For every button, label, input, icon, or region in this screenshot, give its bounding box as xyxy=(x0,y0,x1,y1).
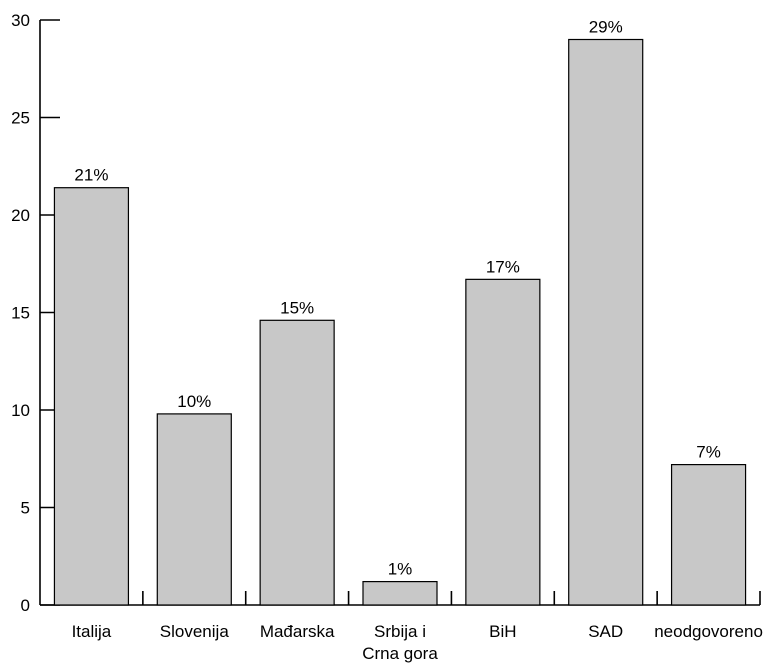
bar-3 xyxy=(362,580,438,606)
data-label: 10% xyxy=(177,392,211,411)
bar-4 xyxy=(465,278,541,606)
x-tick-label: BiH xyxy=(489,622,516,641)
x-tick-label-line: Italija xyxy=(72,622,112,641)
data-label: 21% xyxy=(74,166,108,185)
x-axis: Italija Slovenija Mađarska Srbija i Crna gor… xyxy=(40,591,763,663)
data-label: 29% xyxy=(589,18,623,37)
y-tick-label: 20 xyxy=(11,206,30,225)
y-tick-label: 30 xyxy=(11,11,30,30)
y-axis: 0 5 10 15 20 25 30 xyxy=(11,11,60,615)
x-tick-label: Italija xyxy=(72,622,112,641)
y-tick-label: 0 xyxy=(21,596,30,615)
x-tick-label: SAD xyxy=(588,622,623,641)
x-tick-label: Srbija i Crna gora xyxy=(362,622,438,663)
bar-6 xyxy=(670,464,747,606)
data-label: 15% xyxy=(280,298,314,317)
bar-2 xyxy=(259,319,335,606)
data-label: 17% xyxy=(486,257,520,276)
x-tick-label-line: Slovenija xyxy=(160,622,230,641)
y-tick-label: 10 xyxy=(11,401,30,420)
x-tick-label-line: Crna gora xyxy=(362,644,438,663)
x-tick-label: Mađarska xyxy=(260,622,335,641)
x-tick-label: Slovenija xyxy=(160,622,230,641)
data-labels: 21% 10% 15% 1% 17% 29% 7% xyxy=(74,18,720,579)
data-label: 1% xyxy=(388,560,413,579)
y-tick-label: 15 xyxy=(11,304,30,323)
x-tick-label-line: SAD xyxy=(588,622,623,641)
x-tick-label-line: Srbija i xyxy=(374,622,426,641)
bar-5 xyxy=(568,38,644,606)
y-tick-label: 5 xyxy=(21,499,30,518)
bar-0 xyxy=(53,187,130,606)
x-tick-label-line: Mađarska xyxy=(260,622,335,641)
x-tick-label-line: BiH xyxy=(489,622,516,641)
bar-1 xyxy=(156,413,232,606)
y-tick-label: 25 xyxy=(11,109,30,128)
data-label: 7% xyxy=(696,443,721,462)
x-tick-label-line: neodgovoreno xyxy=(654,622,763,641)
bars xyxy=(53,38,747,606)
x-tick-label: neodgovoreno xyxy=(654,622,763,641)
